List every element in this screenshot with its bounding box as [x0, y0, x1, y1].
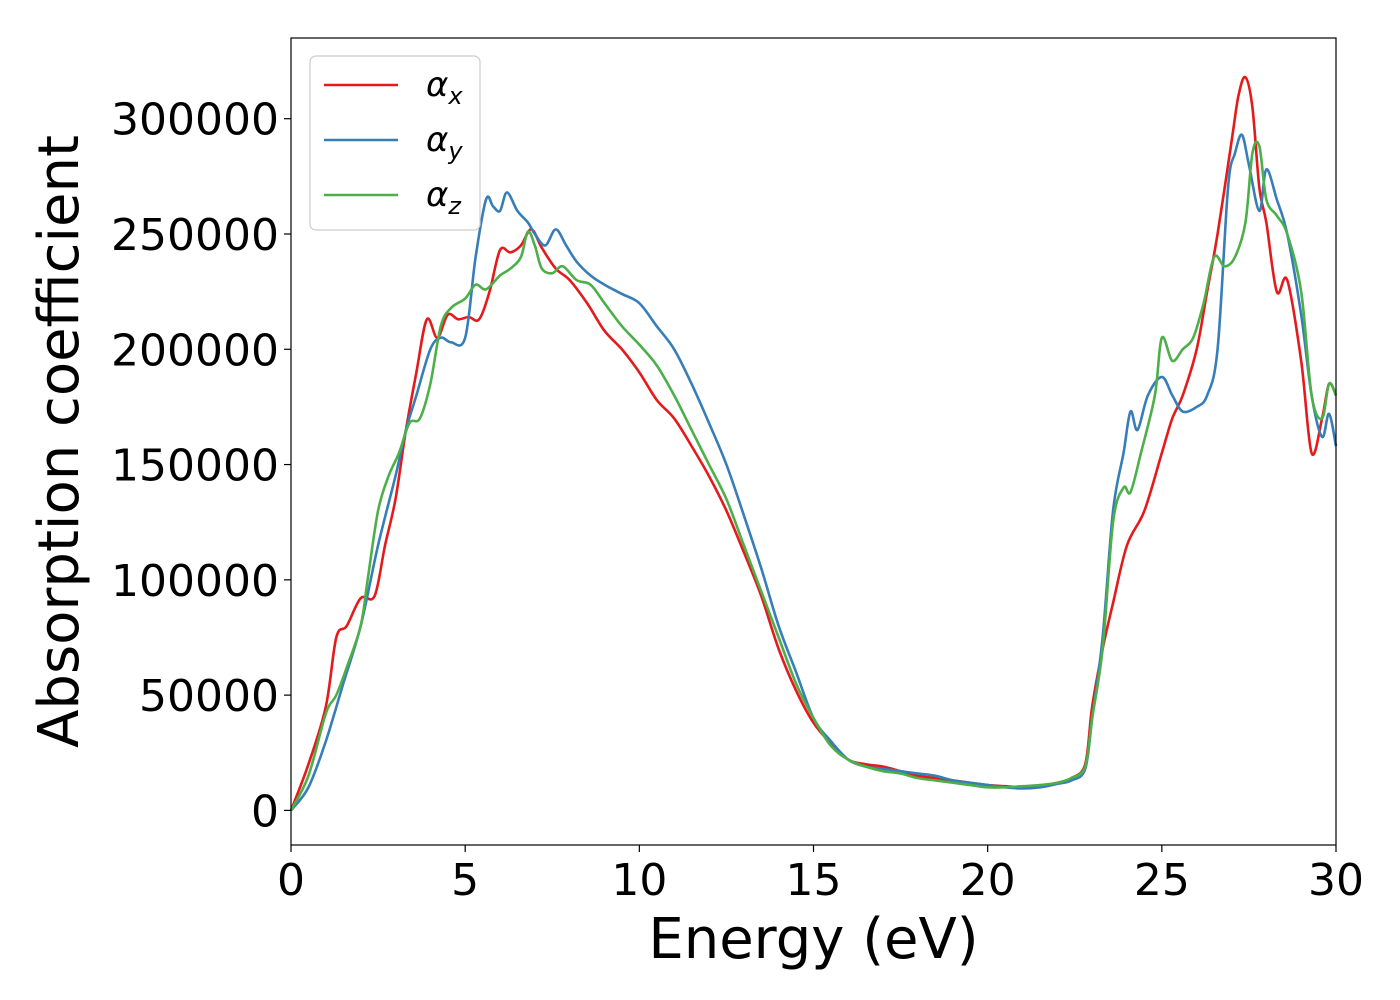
y-tick-label: 50000: [139, 671, 279, 722]
x-tick-label: 15: [786, 855, 842, 906]
y-tick-label: 0: [251, 786, 279, 837]
y-axis-ticks: 0 50000 100000 150000 200000 250000 300000: [111, 95, 291, 837]
x-tick-label: 25: [1134, 855, 1190, 906]
x-tick-label: 10: [611, 855, 667, 906]
x-tick-label: 0: [277, 855, 305, 906]
legend-box: [309, 55, 481, 231]
y-axis-title: Absorption coefficient: [27, 135, 92, 748]
y-tick-label: 150000: [111, 441, 279, 492]
y-tick-label: 250000: [111, 210, 279, 261]
x-tick-label: 5: [451, 855, 479, 906]
legend-label-z: αz: [426, 175, 462, 220]
legend: αx αy αz: [309, 55, 481, 231]
x-tick-label: 30: [1308, 855, 1364, 906]
x-axis-title: Energy (eV): [648, 907, 978, 972]
legend-label-x: αx: [426, 65, 463, 110]
x-tick-label: 20: [960, 855, 1016, 906]
x-axis-ticks: 0 5 10 15 20 25 30: [277, 845, 1364, 906]
series-line-z: [289, 140, 1338, 812]
y-tick-label: 200000: [111, 325, 279, 376]
y-tick-label: 300000: [111, 95, 279, 146]
y-tick-label: 100000: [111, 556, 279, 607]
series-line-y: [289, 133, 1338, 812]
legend-label-y: αy: [426, 120, 463, 165]
series-layer: [289, 75, 1338, 812]
